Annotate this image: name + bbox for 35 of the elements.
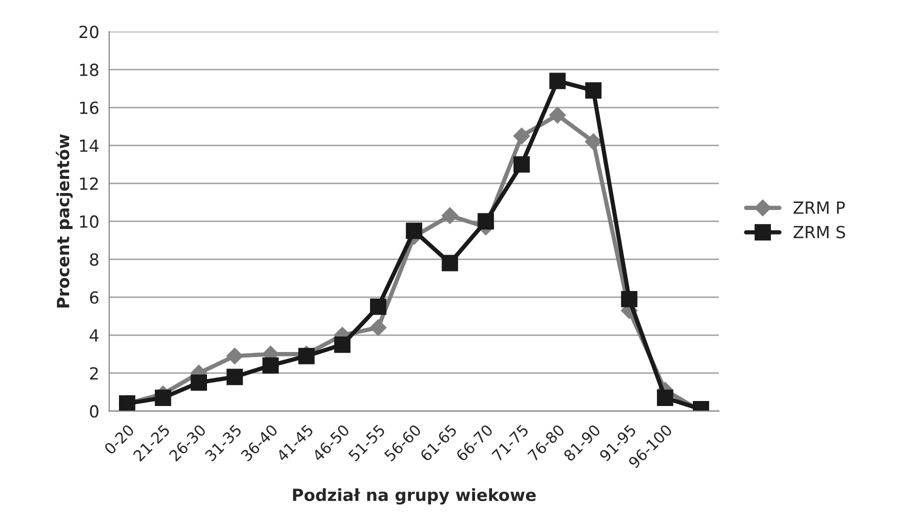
y-tick-label: 12	[80, 177, 98, 190]
point	[406, 222, 422, 239]
point	[370, 319, 387, 336]
point	[334, 336, 350, 353]
point	[549, 72, 566, 90]
point	[585, 82, 602, 99]
point	[226, 348, 244, 364]
point	[584, 133, 602, 150]
point	[190, 374, 208, 391]
legend-label: ZRM S	[794, 226, 846, 238]
y-tick-label: 16	[80, 101, 98, 114]
y-tick-label: 6	[90, 291, 98, 304]
point	[154, 390, 172, 406]
point	[262, 357, 279, 374]
y-axis-title: Procent pacjentów	[56, 134, 73, 308]
x-axis-title: Podział na grupy wiekowe	[293, 488, 536, 505]
y-tick-label: 0	[90, 405, 98, 418]
point	[656, 390, 674, 406]
point	[442, 254, 458, 272]
point	[513, 156, 530, 173]
point	[226, 368, 243, 386]
y-tick-label: 10	[80, 215, 98, 228]
point	[513, 128, 530, 144]
y-tick-label: 18	[80, 64, 98, 76]
y-tick-label: 4	[90, 329, 99, 342]
point	[442, 207, 458, 224]
y-tick-label: 14	[80, 140, 99, 152]
point	[370, 298, 386, 315]
point	[621, 290, 638, 308]
point	[478, 213, 494, 230]
y-tick-label: 20	[79, 26, 98, 38]
y-tick-label: 2	[90, 367, 98, 380]
legend-label: ZRM P	[794, 202, 845, 214]
y-tick-label: 8	[90, 253, 98, 266]
point	[549, 106, 566, 124]
